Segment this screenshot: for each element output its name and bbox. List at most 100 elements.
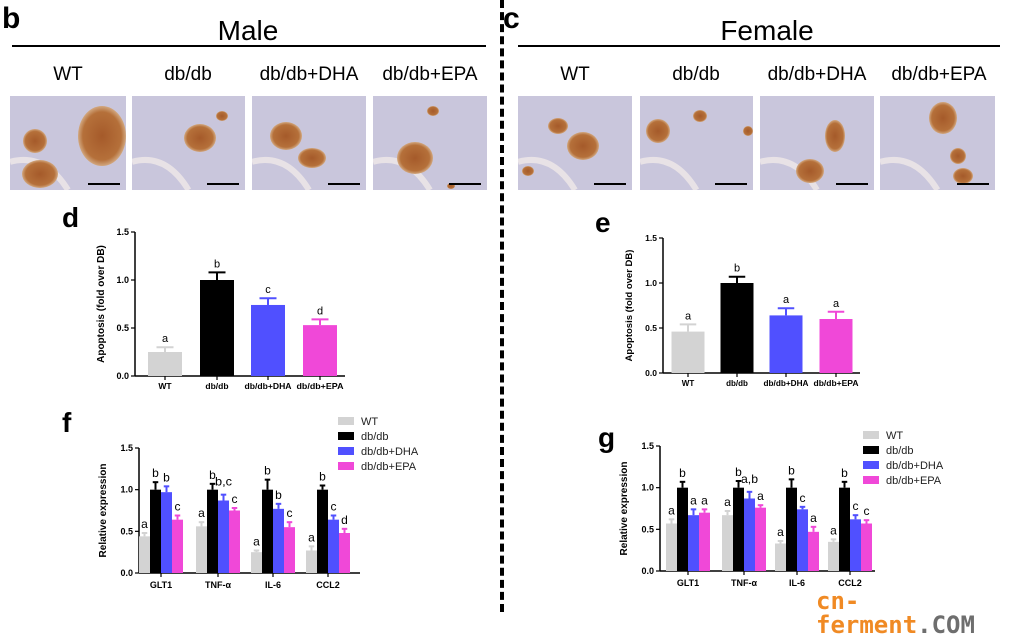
bar-wt [251, 552, 262, 573]
significance-letter: a [724, 495, 731, 509]
female-group-label-epa: db/db+EPA [891, 64, 987, 85]
significance-letter: a,b [741, 472, 758, 486]
significance-letter: a [141, 517, 148, 531]
x-tick-label: IL-6 [265, 580, 281, 590]
y-axis-label: Relative expression [619, 462, 630, 556]
significance-letter: c [175, 500, 181, 514]
panel-letter-c: c [503, 2, 520, 35]
y-tick-label: 0.0 [641, 566, 654, 576]
bar-wt [306, 550, 317, 573]
islet-micrograph [880, 96, 995, 190]
female-group-label-dha: db/db+DHA [767, 64, 867, 85]
significance-letter: b [319, 470, 326, 484]
significance-letter: a [685, 310, 692, 322]
significance-letter: a [757, 489, 764, 503]
legend-label: db/db+DHA [886, 460, 944, 472]
significance-letter: c [265, 284, 271, 296]
y-tick-label: 1.0 [116, 275, 129, 285]
female-group-label-dbdb: db/db [672, 64, 720, 85]
significance-letter: b [841, 466, 848, 480]
significance-letter: a [162, 333, 169, 345]
significance-letter: b [275, 488, 282, 502]
y-tick-label: 0.0 [120, 568, 133, 578]
significance-letter: b [264, 464, 271, 478]
significance-letter: d [341, 513, 348, 527]
significance-letter: c [232, 492, 238, 506]
bar-dbdb [207, 489, 218, 573]
bar-dbdb [839, 487, 850, 571]
legend-label: WT [886, 430, 903, 442]
x-tick-label: CCL2 [316, 580, 340, 590]
significance-letter: a [830, 523, 837, 537]
significance-letter: a [783, 294, 790, 306]
significance-letter: b [209, 468, 216, 482]
y-tick-label: 0.0 [116, 371, 129, 381]
significance-letter: b,c [215, 475, 232, 489]
islet-micrograph [640, 96, 753, 190]
significance-letter: b [163, 470, 170, 484]
significance-letter: c [853, 499, 859, 513]
bar-dbdbdha [161, 492, 172, 573]
bar-dbdbepa [229, 510, 240, 573]
x-tick-label: WT [682, 379, 695, 388]
significance-letter: a [198, 506, 205, 520]
bar-wt [148, 352, 182, 376]
legend-swatch [863, 431, 879, 439]
legend-label: db/db+EPA [361, 461, 417, 473]
bar-wt [722, 515, 733, 571]
y-tick-label: 0.5 [645, 323, 657, 333]
significance-letter: c [331, 500, 337, 514]
bar-dbdbdha [251, 304, 285, 376]
y-tick-label: 1.5 [641, 441, 654, 451]
significance-letter: a [810, 511, 817, 525]
panel-letter-d: d [62, 202, 79, 233]
legend: WT db/db db/db+DHA db/db+EPA [863, 430, 944, 487]
islet-micrograph [10, 96, 126, 190]
bar-dbdbepa [755, 507, 766, 571]
female-group-label-wt: WT [560, 64, 590, 85]
x-tick-label: db/db+EPA [297, 381, 344, 391]
x-tick-label: db/db [205, 381, 228, 391]
male-group-label-epa: db/db+EPA [382, 64, 478, 85]
islet-micrograph [252, 96, 366, 190]
bar-dbdbepa [172, 519, 183, 573]
panel-letter-f: f [62, 407, 72, 438]
y-axis-label: Apoptosis (fold over DB) [624, 250, 635, 362]
legend-swatch [338, 432, 354, 440]
x-tick-label: GLT1 [677, 578, 699, 588]
significance-letter: b [679, 466, 686, 480]
legend-label: db/db [886, 445, 914, 457]
female-title: Female [720, 15, 814, 46]
x-tick-label: CCL2 [838, 578, 862, 588]
islet-micrograph [132, 96, 245, 190]
legend-swatch [863, 446, 879, 454]
x-tick-label: db/db+DHA [764, 379, 809, 388]
bar-dbdb [262, 489, 273, 573]
bar-dbdbdha [850, 519, 861, 571]
y-tick-label: 0.0 [645, 368, 657, 378]
watermark-part2: .COM [917, 611, 975, 639]
bar-wt [666, 523, 677, 571]
legend-label: db/db+EPA [886, 475, 942, 487]
bar-dbdbdha [273, 508, 284, 573]
bar-dbdbepa [339, 533, 350, 573]
male-divider-line [12, 45, 486, 47]
legend-swatch [863, 461, 879, 469]
male-group-label-dha: db/db+DHA [259, 64, 359, 85]
legend-swatch [338, 417, 354, 425]
x-tick-label: IL-6 [789, 578, 805, 588]
legend-label: db/db [361, 431, 389, 443]
bar-dbdbepa [303, 325, 337, 376]
x-tick-label: db/db+DHA [245, 381, 292, 391]
x-tick-label: db/db [726, 379, 748, 388]
significance-letter: c [864, 504, 870, 518]
y-axis-label: Apoptosis (fold over DB) [96, 245, 107, 363]
bar-dbdbdha [688, 515, 699, 571]
bar-dbdbepa [861, 523, 872, 571]
x-tick-label: TNF-α [731, 578, 757, 588]
significance-letter: a [308, 530, 315, 544]
y-tick-label: 1.0 [120, 485, 133, 495]
significance-letter: d [317, 305, 323, 317]
panel-letter-b: b [2, 2, 21, 35]
